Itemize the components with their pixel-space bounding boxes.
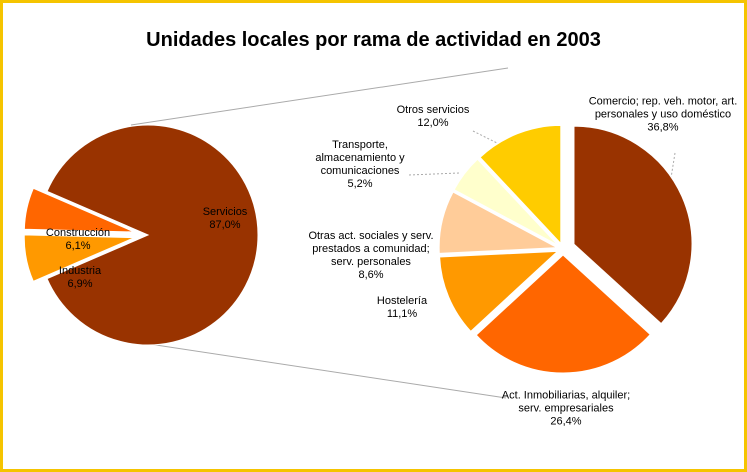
category-label: Hostelería [376,295,428,307]
slice-label: Otros servicios 12,0% [373,104,493,130]
pie-slice [23,187,135,233]
slice-label: Comercio; rep. veh. motor, art. personal… [588,96,738,135]
slice-label: Transporte, almacenamiento y comunicacio… [295,139,425,191]
value-label: 5,2% [347,178,373,190]
connector [130,67,509,126]
category-label: Act. Inmobiliarias, alquiler; serv. empr… [501,389,631,415]
pie-slice [23,234,135,283]
pie-slice [453,158,559,246]
value-label: 36,8% [647,121,679,134]
slice-label: Act. Inmobiliarias, alquiler; serv. empr… [501,390,631,429]
value-label: 11,1% [386,308,418,320]
value-label: 26,4% [550,415,582,428]
category-label: Industria [58,265,102,277]
category-label: Otros servicios [396,104,470,116]
pie-slice [573,125,693,325]
plot [23,67,693,399]
value-label: 6,9% [67,278,93,290]
pie-slice [438,191,559,254]
category-label: Comercio; rep. veh. motor, art. personal… [588,95,738,121]
slice-label: Hostelería 11,1% [357,295,447,321]
slice-label: Construcción 6,1% [33,227,123,253]
pie-slice [46,124,259,346]
category-label: Otras act. sociales y serv. prestados a … [308,230,434,268]
value-label: 12,0% [417,117,449,129]
value-label: 6,1% [65,240,91,252]
chart-title: Unidades locales por rama de actividad e… [146,29,601,51]
slice-label: Servicios 87,0% [180,206,270,232]
category-label: Construcción [45,227,111,239]
slice-label: Industria 6,9% [35,265,125,291]
pie-slice [479,124,562,245]
category-label: Servicios [202,206,248,218]
category-label: Transporte, almacenamiento y comunicacio… [315,139,405,177]
leader-line [408,172,460,176]
slice-label: Otras act. sociales y serv. prestados a … [306,230,436,282]
connector [122,339,507,399]
pie-slice [475,254,651,374]
value-label: 8,6% [358,269,384,281]
value-label: 87,0% [209,219,241,231]
pie-slice [439,250,559,333]
